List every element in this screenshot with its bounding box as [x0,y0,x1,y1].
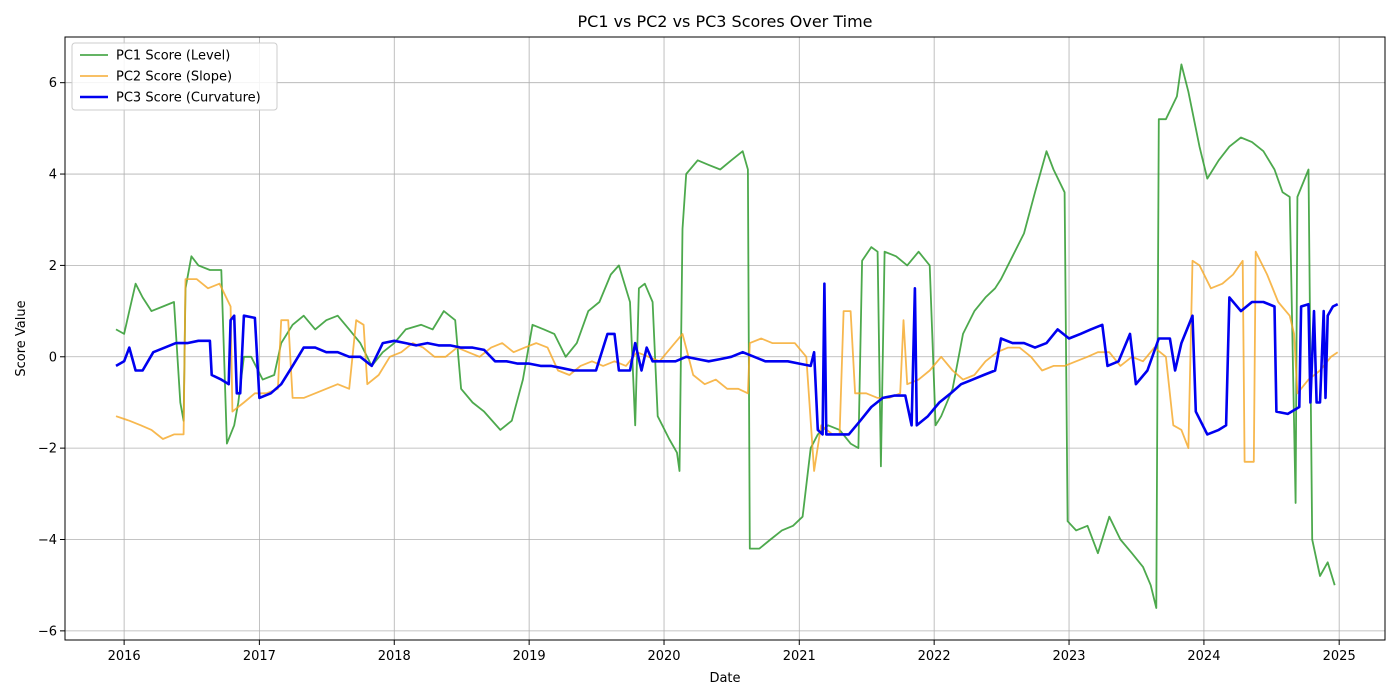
x-axis-label: Date [709,671,740,686]
y-tick-label: −6 [38,624,57,639]
legend-label-pc3-score-curvature: PC3 Score (Curvature) [116,91,261,106]
y-tick-label: −2 [38,442,57,457]
x-tick-label: 2021 [783,649,816,664]
legend-label-pc2-score-slope: PC2 Score (Slope) [116,70,232,85]
series-line-pc2-score-slope [115,250,1339,472]
legend-label-pc1-score-level: PC1 Score (Level) [116,49,230,64]
x-axis-ticks: 2016 2017 2018 2019 2020 2021 2022 2023 2024 2025 [108,640,1356,664]
series-layer [115,63,1339,609]
y-axis-ticks: −6 −4 −2 0 2 4 6 [38,76,65,639]
grid [65,37,1385,640]
y-axis-label: Score Value [14,300,29,376]
y-tick-label: −4 [38,533,57,548]
series-line-pc3-score-curvature [115,282,1339,436]
x-tick-label: 2016 [108,649,141,664]
x-tick-label: 2017 [243,649,276,664]
x-tick-label: 2020 [647,649,680,664]
x-tick-label: 2024 [1187,649,1220,664]
chart-title: PC1 vs PC2 vs PC3 Scores Over Time [578,12,873,31]
x-tick-label: 2025 [1323,649,1356,664]
legend-box [71,42,278,111]
x-tick-label: 2022 [918,649,951,664]
x-tick-label: 2018 [378,649,411,664]
y-tick-label: 0 [49,350,57,365]
y-tick-label: 2 [49,259,57,274]
x-tick-label: 2023 [1052,649,1085,664]
series-line-pc1-score-level [115,63,1336,609]
y-tick-label: 6 [49,76,57,91]
legend: PC1 Score (Level) PC2 Score (Slope) PC3 Sc… [71,42,278,111]
y-tick-label: 4 [49,168,57,183]
x-tick-label: 2019 [513,649,546,664]
plot-area-frame [64,36,1386,641]
